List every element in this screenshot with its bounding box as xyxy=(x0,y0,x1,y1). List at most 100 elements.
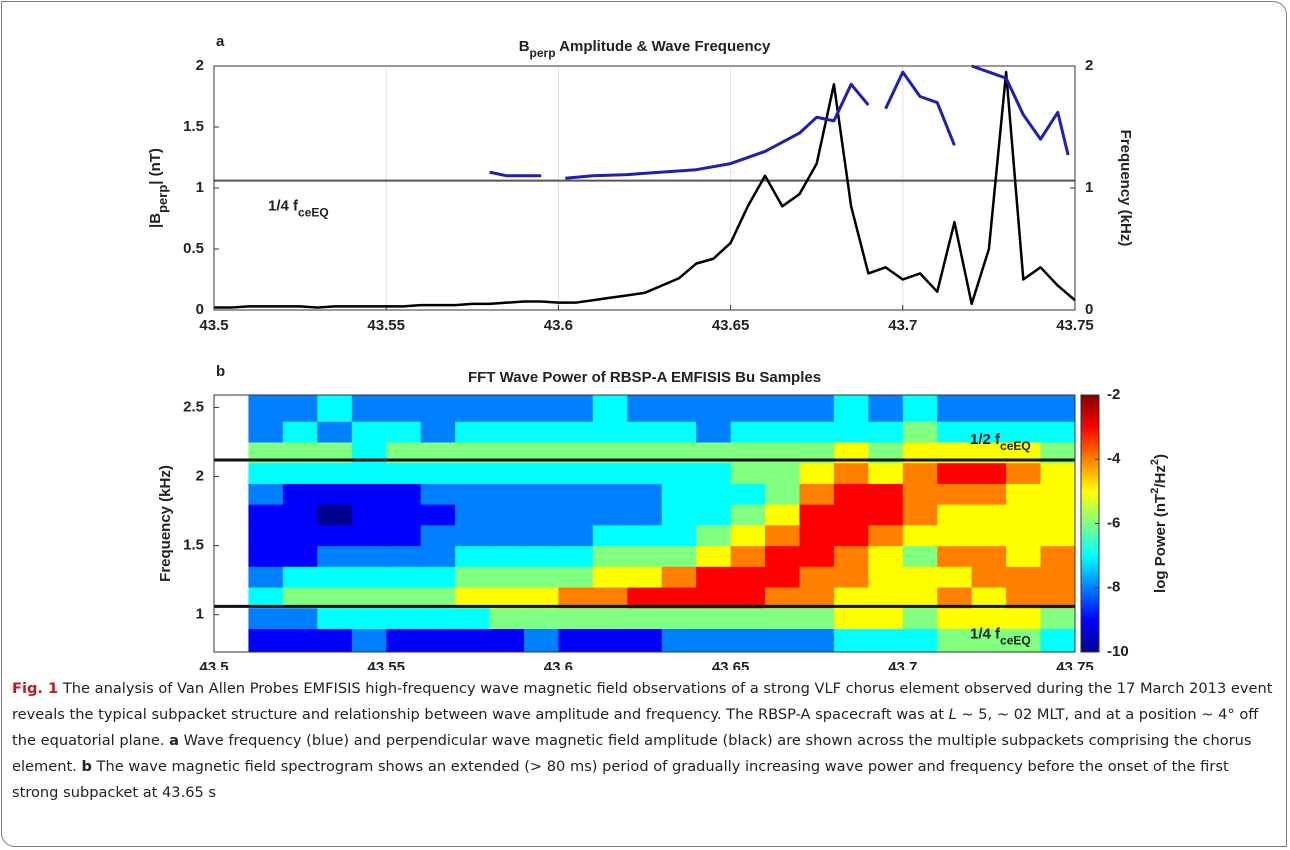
heatmap-cell xyxy=(489,441,525,464)
caption-text: Wave frequency (blue) and perpendicular … xyxy=(12,732,1252,775)
heatmap-cell xyxy=(558,483,594,505)
heatmap-cell xyxy=(971,441,1007,464)
heatmap-cell xyxy=(971,566,1007,588)
heatmap-cell xyxy=(558,524,594,547)
heatmap-cell xyxy=(523,462,559,484)
heatmap-cell xyxy=(248,462,284,484)
heatmap-cell xyxy=(661,462,697,484)
heatmap-cell xyxy=(937,462,973,484)
heatmap-cell xyxy=(937,441,973,464)
heatmap-cell xyxy=(282,566,318,588)
heatmap-cell xyxy=(351,524,387,547)
heatmap-cell xyxy=(523,566,559,588)
x-tick-label: 43.55 xyxy=(367,659,405,670)
heatmap-cell xyxy=(799,607,835,630)
heatmap-cell xyxy=(420,524,456,547)
heatmap-cell xyxy=(317,483,353,505)
heatmap-cell xyxy=(592,587,628,609)
heatmap-cell xyxy=(592,524,628,547)
y-tick-label: 2 xyxy=(196,467,204,484)
heatmap-cell xyxy=(868,395,904,422)
heatmap-cell xyxy=(420,607,456,630)
colorbar-tick-label: -8 xyxy=(1107,579,1120,596)
heatmap-cell xyxy=(661,504,697,526)
heatmap-cell xyxy=(523,545,559,567)
heatmap-cell xyxy=(971,545,1007,567)
heatmap-cell xyxy=(558,566,594,588)
heatmap-cell xyxy=(661,566,697,588)
heatmap-cell xyxy=(558,441,594,464)
heatmap-cell xyxy=(765,504,800,526)
heatmap-cell xyxy=(317,566,353,588)
y-axis-label-part: | (nT) xyxy=(147,148,164,185)
heatmap-cell xyxy=(730,441,766,464)
heatmap-cell xyxy=(937,566,973,588)
heatmap-cell xyxy=(420,566,456,588)
chart-title-part: Amplitude & Wave Frequency xyxy=(556,38,771,55)
heatmap-cell xyxy=(420,441,456,464)
heatmap-cell xyxy=(765,566,800,588)
heatmap-cell xyxy=(696,545,732,567)
heatmap-cell xyxy=(971,421,1007,443)
heatmap-cell xyxy=(317,587,353,609)
heatmap-cell xyxy=(248,587,284,609)
heatmap-cell xyxy=(696,421,732,443)
heatmap-cell xyxy=(868,483,904,505)
chart-title-part: B xyxy=(519,38,530,55)
heatmap-cell xyxy=(282,587,318,609)
data-line xyxy=(214,70,1076,309)
y-tick-label: 2 xyxy=(196,57,204,74)
heatmap-cell xyxy=(317,628,353,653)
y-tick-label: 1 xyxy=(196,606,204,623)
heatmap-cell xyxy=(592,462,628,484)
heatmap-cell xyxy=(1040,607,1076,630)
heatmap-cell xyxy=(282,395,318,422)
heatmap-cell xyxy=(833,395,869,422)
heatmap-cell xyxy=(1040,462,1076,484)
heatmap-cell xyxy=(627,462,663,484)
heatmap-cell xyxy=(317,421,353,443)
heatmap-cell xyxy=(592,483,628,505)
heatmap-cell xyxy=(765,628,800,653)
heatmap-cell xyxy=(661,421,697,443)
heatmap-cell xyxy=(455,462,491,484)
heatmap-cell xyxy=(489,587,525,609)
colorbar-label-part: /Hz xyxy=(1152,465,1169,488)
heatmap-cell xyxy=(937,395,973,422)
heatmap-cell xyxy=(248,483,284,505)
heatmap-cell xyxy=(489,462,525,484)
heatmap-cell xyxy=(799,524,835,547)
y2-tick-label: 0 xyxy=(1085,301,1093,318)
heatmap-cell xyxy=(661,395,697,422)
heatmap-cell xyxy=(558,607,594,630)
heatmap-cell xyxy=(833,504,869,526)
heatmap-cell xyxy=(592,628,628,653)
heatmap-cell xyxy=(1006,441,1042,464)
heatmap-cell xyxy=(248,441,284,464)
heatmap-cell xyxy=(799,566,835,588)
y-tick-label: 1.5 xyxy=(183,118,204,135)
heatmap-cell xyxy=(1006,545,1042,567)
heatmap-cell xyxy=(868,566,904,588)
heatmap-cell xyxy=(248,628,284,653)
heatmap-cell xyxy=(317,462,353,484)
heatmap-cell xyxy=(902,462,938,484)
caption-italic: L xyxy=(948,706,957,723)
heatmap-cell xyxy=(1040,628,1076,653)
caption-text: ~ 5, ~ 02 MLT, and at a position ~ 4° of… xyxy=(12,706,1259,749)
heatmap-cell xyxy=(799,504,835,526)
heatmap-cell xyxy=(386,462,422,484)
heatmap-cell xyxy=(833,566,869,588)
heatmap-cell xyxy=(351,395,387,422)
heatmap-cell xyxy=(833,483,869,505)
colorbar-tick-label: -4 xyxy=(1107,450,1121,467)
reference-label-part: ceEQ xyxy=(1000,634,1031,648)
panel-label: a xyxy=(216,33,225,50)
x-tick-label: 43.6 xyxy=(544,659,573,670)
colorbar-tick-label: -6 xyxy=(1107,514,1120,531)
y2-tick-label: 1 xyxy=(1085,179,1093,196)
heatmap-cell xyxy=(455,483,491,505)
colorbar-tick-label: -2 xyxy=(1107,386,1120,403)
heatmap-cell xyxy=(558,421,594,443)
heatmap-cell xyxy=(592,566,628,588)
